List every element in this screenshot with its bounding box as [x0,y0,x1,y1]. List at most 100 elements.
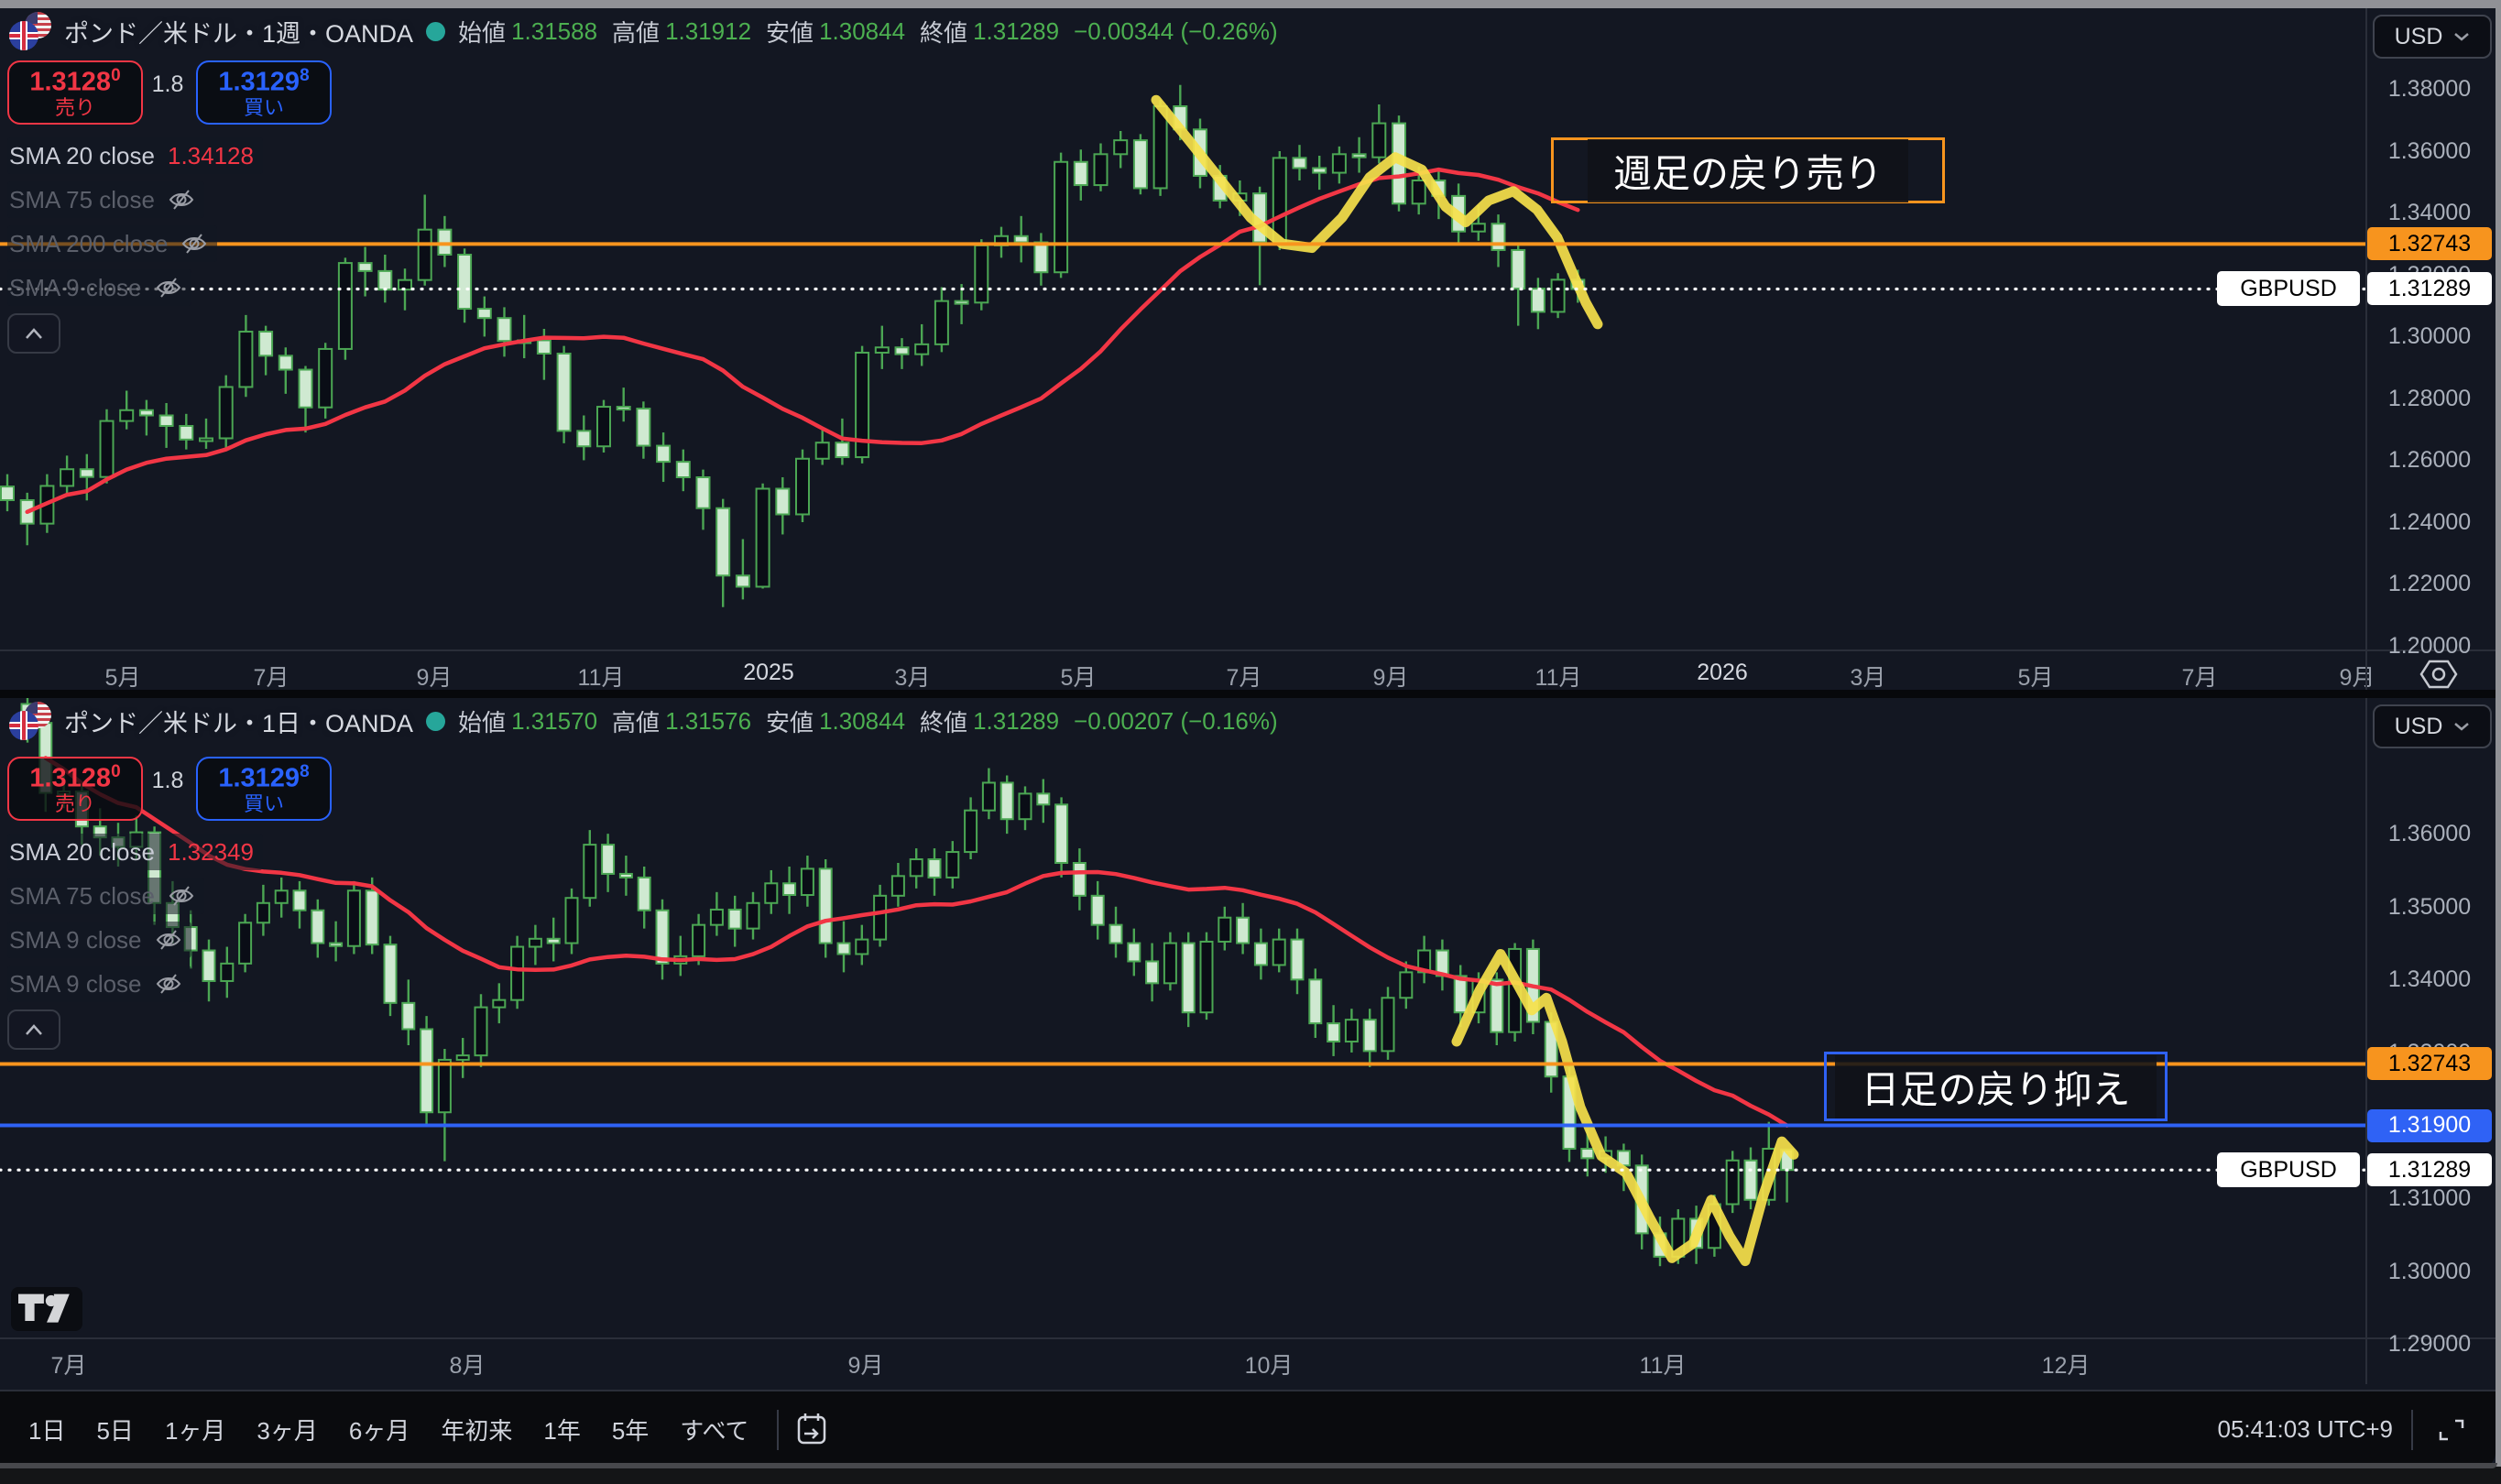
price-tick: 1.35000 [2387,893,2472,920]
indicator-row-sma75[interactable]: SMA 75 close [7,181,204,218]
weekly-change: −0.00344 (−0.26%) [1074,16,1278,45]
daily-change: −0.00207 (−0.16%) [1074,706,1278,735]
spread-value: 1.8 [151,71,184,97]
range-button-3ヶ月[interactable]: 3ヶ月 [257,1417,318,1445]
weekly-ohlc: 始値 1.31588 高値 1.31912 安値 1.30844 終値 1.31289 … [458,16,1278,47]
sell-button[interactable]: 1.31280 売り [7,757,143,821]
price-tick: 1.33000 [2387,1040,2472,1065]
weekly-header: ポンド／米ドル・1週・OANDA 始値 1.31588 高値 1.31912 安値 1… [9,12,1278,50]
weekly-chart-canvas[interactable] [0,8,2365,649]
chart-app: 5月 7月 9月 11月 2025 3月 5月 7月 9月 11月 2026 3月 5月 7月 9月 ポンド… [0,8,2496,1463]
time-axis-label: 2026 [1697,660,1748,685]
currency-scale-button[interactable]: USD [2373,15,2492,59]
price-tick: 1.28000 [2387,385,2472,411]
chevron-down-icon [2454,723,2470,731]
range-button-1ヶ月[interactable]: 1ヶ月 [164,1417,226,1445]
eye-hidden-icon[interactable] [168,186,195,213]
price-tick: 1.36000 [2387,821,2472,847]
market-status-dot [426,711,446,731]
price-tick: 1.32000 [2387,261,2472,288]
time-axis-label: 3月 [894,665,931,691]
gbpusd-flag-icon [9,702,51,740]
scale-settings-icon[interactable] [2419,659,2459,690]
eye-hidden-icon[interactable] [155,274,182,301]
price-tick: 1.34000 [2387,200,2472,225]
tradingview-logo[interactable] [11,1287,82,1331]
range-button-5年[interactable]: 5年 [611,1417,650,1445]
daily-time-axis[interactable]: 7月 8月 9月 10月 11月 12月 [0,1344,2365,1380]
eye-hidden-icon[interactable] [180,230,208,257]
window-frame-top [0,0,2501,8]
daily-chart-canvas[interactable] [0,698,2365,1337]
chevron-up-icon [26,328,42,339]
buy-button[interactable]: 1.31298 買い [196,757,332,821]
eye-hidden-icon[interactable] [155,970,182,998]
indicator-row-sma9[interactable]: SMA 9 close [7,922,191,958]
market-status-dot [426,21,446,41]
go-to-date-icon[interactable] [792,1410,832,1450]
price-tick: 1.26000 [2387,447,2472,473]
price-tick: 1.36000 [2387,137,2472,164]
time-axis-label: 9月 [2339,665,2375,691]
range-buttons: 1日 5日 1ヶ月 3ヶ月 6ヶ月 年初来 1年 5年 すべて [13,1405,764,1454]
buy-button[interactable]: 1.31298 買い [196,60,332,125]
time-axis-label: 11月 [1534,665,1582,691]
fullscreen-icon[interactable] [2431,1410,2472,1450]
range-button-年初来[interactable]: 年初来 [441,1417,513,1445]
daily-axis-border [0,1337,2496,1339]
time-axis-label: 9月 [847,1353,884,1379]
price-line-label: 1.31289 [2367,272,2492,306]
time-axis-label: 9月 [416,665,453,691]
chevron-down-icon [2454,33,2470,41]
time-axis-label: 2025 [743,660,794,685]
price-tick: 1.38000 [2387,76,2472,102]
indicator-row-sma20[interactable]: SMA 20 close 1.32349 [7,834,263,870]
range-button-1年[interactable]: 1年 [543,1417,581,1445]
indicator-row-sma9-2[interactable]: SMA 9 close [7,966,191,1002]
range-button-1日[interactable]: 1日 [28,1417,66,1445]
price-tick: 1.31000 [2387,1185,2472,1212]
collapse-legend-button[interactable] [7,1009,60,1050]
indicator-row-sma9[interactable]: SMA 9 close [7,269,191,306]
price-tick: 1.29000 [2387,1331,2472,1358]
weekly-symbol-title[interactable]: ポンド／米ドル・1週・OANDA [64,19,414,48]
price-tick: 1.24000 [2387,508,2472,535]
price-line-label: 1.31289 [2367,1153,2492,1187]
time-axis-label: 9月 [1372,665,1409,691]
window-frame-bottom [0,1463,2497,1468]
range-button-すべて[interactable]: すべて [680,1417,749,1445]
indicator-row-sma200[interactable]: SMA 200 close [7,225,218,262]
toolbar-divider [2411,1409,2413,1450]
currency-scale-button[interactable]: USD [2373,704,2492,748]
indicator-row-sma75[interactable]: SMA 75 close [7,878,204,914]
eye-hidden-icon[interactable] [168,882,195,910]
weekly-time-axis[interactable]: 5月 7月 9月 11月 2025 3月 5月 7月 9月 11月 2026 3月 5月 7月 9月 [0,656,2375,693]
sell-button[interactable]: 1.31280 売り [7,60,143,125]
indicator-row-sma20[interactable]: SMA 20 close 1.34128 [7,137,263,174]
gbpusd-flag-icon [9,12,51,50]
eye-hidden-icon[interactable] [155,926,182,954]
price-tick: 1.20000 [2387,632,2472,659]
daily-ohlc: 始値 1.31570 高値 1.31576 安値 1.30844 終値 1.31289 … [458,706,1278,737]
bottom-toolbar: 1日 5日 1ヶ月 3ヶ月 6ヶ月 年初来 1年 5年 すべて 05:41:03 UTC+9 [0,1390,2496,1463]
price-tick: 1.34000 [2387,966,2472,993]
toolbar-divider [777,1409,780,1450]
time-axis-label: 11月 [577,665,625,691]
price-line-label: 1.31900 [2367,1108,2492,1142]
time-axis-label: 5月 [104,665,141,691]
time-axis-label: 11月 [1639,1353,1687,1379]
time-axis-label: 7月 [50,1353,87,1379]
time-axis-label: 5月 [2017,665,2054,691]
price-line-label: 1.32743 [2367,1047,2492,1081]
weekly-annotation-box[interactable]: 週足の戻り売り [1551,137,1945,203]
daily-symbol-title[interactable]: ポンド／米ドル・1日・OANDA [64,709,414,737]
price-tick: 1.22000 [2387,571,2472,596]
daily-annotation-box[interactable]: 日足の戻り抑え [1824,1052,2168,1121]
clock[interactable]: 05:41:03 UTC+9 [2217,1415,2393,1443]
range-button-5日[interactable]: 5日 [96,1417,134,1445]
time-axis-label: 10月 [1244,1353,1294,1379]
range-button-6ヶ月[interactable]: 6ヶ月 [348,1417,410,1445]
panel-divider[interactable] [0,690,2496,698]
collapse-legend-button[interactable] [7,313,60,354]
